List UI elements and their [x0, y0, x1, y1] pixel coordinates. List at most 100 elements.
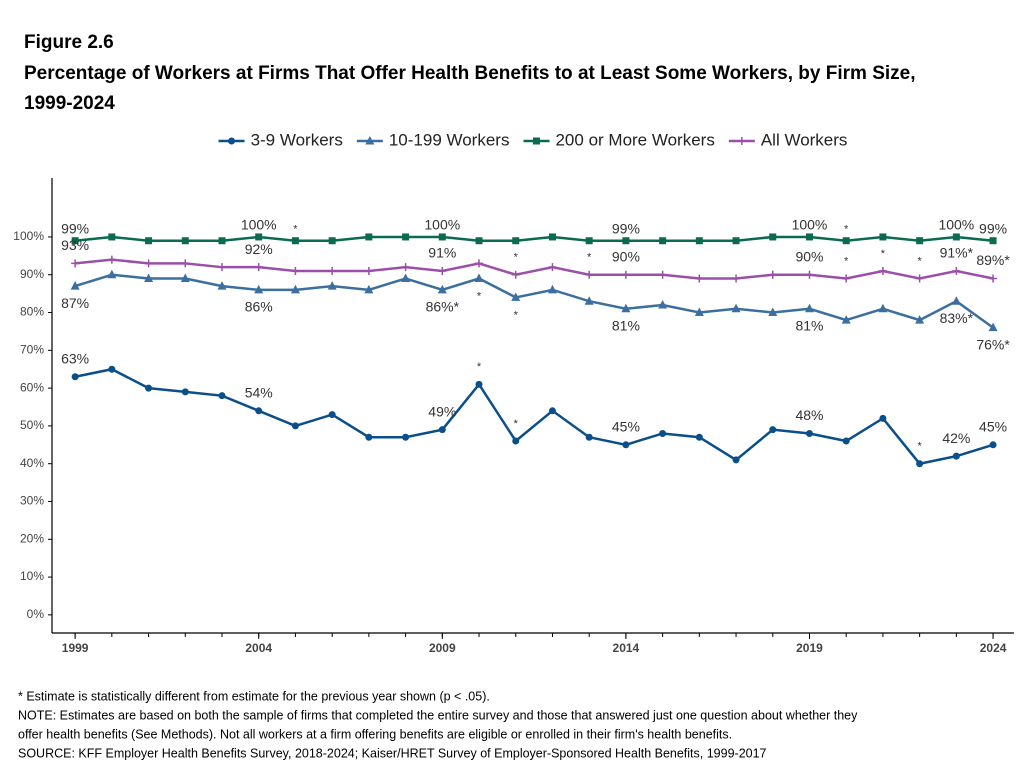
point — [695, 237, 703, 245]
point — [438, 233, 446, 241]
point — [328, 266, 337, 275]
y-tick-label: 0% — [27, 607, 45, 621]
point — [437, 284, 447, 294]
point — [402, 433, 410, 441]
point — [804, 303, 814, 313]
point — [144, 259, 153, 268]
point — [218, 263, 227, 272]
data-label: 99% — [979, 220, 1007, 236]
y-tick-label: 10% — [20, 569, 44, 583]
point — [217, 281, 227, 290]
chart-title-text: Percentage of Workers at Firms That Offe… — [24, 63, 916, 114]
point — [255, 407, 263, 415]
point — [475, 380, 483, 388]
point — [879, 233, 887, 241]
point — [365, 433, 373, 441]
y-tick-label: 30% — [20, 494, 44, 508]
y-tick-label: 20% — [20, 531, 44, 545]
point — [218, 392, 226, 400]
legend-item: 3-9 Workers — [218, 130, 343, 149]
data-label: 91% — [428, 245, 456, 261]
point — [622, 441, 630, 449]
point — [584, 296, 594, 305]
y-tick-label: 70% — [20, 342, 44, 356]
point — [401, 273, 411, 283]
y-tick-label: 60% — [20, 380, 44, 394]
data-label: * — [917, 255, 922, 267]
x-tick-label: 1999 — [62, 641, 89, 655]
point — [878, 303, 888, 313]
point — [805, 270, 814, 279]
point — [218, 237, 226, 245]
legend-item: 10-199 Workers — [356, 130, 510, 149]
point — [841, 315, 851, 324]
point — [291, 422, 299, 430]
point — [621, 270, 630, 279]
legend-marker — [228, 137, 236, 145]
data-label: * — [844, 224, 849, 236]
point — [364, 266, 373, 275]
point — [71, 259, 80, 268]
point — [658, 270, 667, 279]
point — [475, 259, 484, 268]
point — [145, 384, 153, 392]
point — [916, 237, 924, 245]
point — [145, 237, 153, 245]
legend-label: 10-199 Workers — [389, 130, 510, 149]
point — [402, 233, 410, 241]
point — [181, 259, 190, 268]
point — [732, 456, 740, 464]
x-tick-label: 2019 — [796, 641, 823, 655]
footnote: SOURCE: KFF Employer Health Benefits Sur… — [18, 746, 767, 760]
point — [732, 237, 740, 245]
point — [916, 460, 924, 468]
data-label: 49% — [428, 403, 456, 419]
point — [71, 237, 79, 245]
point — [401, 263, 410, 272]
point — [695, 274, 704, 283]
point — [952, 233, 960, 241]
point — [805, 429, 813, 437]
point — [658, 299, 668, 309]
point — [659, 237, 667, 245]
point — [254, 284, 264, 294]
point — [695, 433, 703, 441]
point — [769, 426, 777, 434]
footnote: NOTE: Estimates are based on both the sa… — [18, 708, 858, 722]
y-tick-label: 80% — [20, 305, 44, 319]
point — [511, 292, 521, 301]
point — [621, 303, 631, 313]
point — [365, 233, 373, 241]
data-label: * — [587, 252, 592, 264]
point — [879, 414, 887, 422]
data-label: 99% — [612, 220, 640, 236]
point — [255, 233, 263, 241]
data-label: 54% — [245, 384, 273, 400]
footnote: * Estimate is statistically different fr… — [18, 689, 490, 703]
legend-label: 3-9 Workers — [251, 130, 343, 149]
chart-title: Percentage of Workers at Firms That Offe… — [24, 63, 916, 114]
data-label: * — [477, 361, 482, 373]
point — [71, 373, 79, 381]
point — [144, 273, 154, 283]
data-label: * — [293, 224, 298, 236]
point — [70, 281, 80, 290]
data-label: 90% — [612, 248, 640, 264]
point — [842, 274, 851, 283]
point — [989, 237, 997, 245]
point — [328, 237, 336, 245]
point — [180, 273, 190, 283]
data-label: * — [844, 255, 849, 267]
point — [842, 237, 850, 245]
legend-label: All Workers — [761, 130, 848, 149]
series-line — [75, 258, 994, 280]
point — [768, 307, 778, 317]
point — [842, 437, 850, 445]
point — [108, 233, 116, 241]
series-line — [75, 235, 994, 242]
point — [915, 315, 925, 324]
data-label: * — [514, 309, 519, 321]
point — [107, 269, 117, 279]
data-label: * — [477, 290, 482, 302]
